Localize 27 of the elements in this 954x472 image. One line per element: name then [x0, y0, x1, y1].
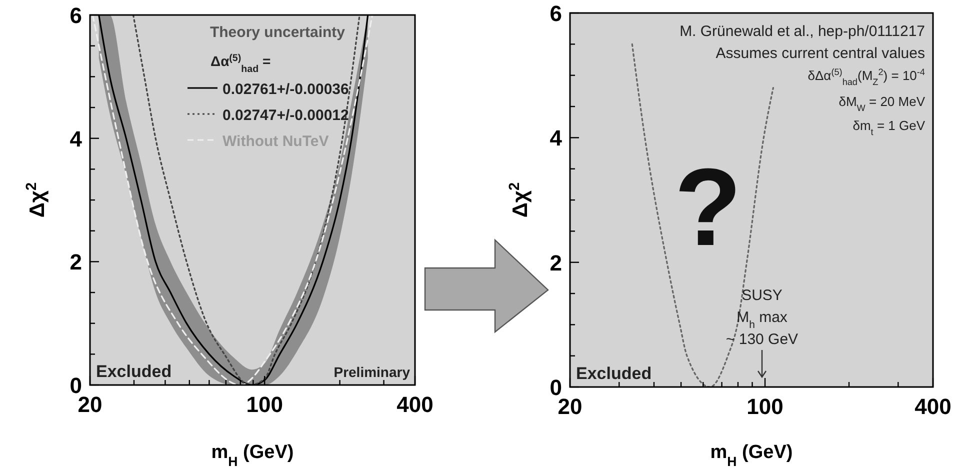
annotation: M. Grünewald et al., hep-ph/0111217 — [680, 23, 925, 40]
annotation: Preliminary — [334, 364, 410, 380]
x-tick-label: 100 — [746, 394, 784, 419]
y-tick-label: 6 — [70, 3, 82, 28]
y-tick-label: 2 — [550, 250, 562, 276]
x-tick-label: 400 — [396, 392, 434, 417]
y-tick-label: 2 — [70, 250, 82, 275]
x-axis-title: m$_{H}$ (GeV) — [211, 442, 294, 468]
y-tick-label: 4 — [550, 126, 563, 151]
annotation: δΔα$^{(5)}$$_{had}$(M$_{Z}$$^{2}$) = 10$^{-4}$ — [808, 67, 925, 87]
legend-label: 0.02761+/-0.00036 — [222, 81, 349, 98]
y-tick-label: 6 — [550, 1, 562, 26]
annotation: Excluded — [96, 362, 172, 381]
y-tick-label: 4 — [70, 126, 83, 152]
annotation: Assumes current central values — [716, 45, 925, 62]
annotation: δm$_{t}$ = 1 GeV — [852, 118, 926, 137]
legend-title: Δα$^{(5)}$$_{had}$ = — [210, 52, 271, 74]
annotation: ? — [674, 146, 742, 269]
x-tick-label: 400 — [914, 394, 952, 419]
legend-label: Without NuTeV — [222, 133, 329, 150]
x-tick-label: 100 — [246, 392, 283, 417]
annotation: Excluded — [576, 364, 652, 383]
x-axis-title: m$_{H}$ (GeV) — [710, 442, 793, 468]
annotation: δM$_{W}$ = 20 MeV — [838, 94, 926, 113]
annotation: Theory uncertainty — [210, 24, 346, 41]
annotation: SUSY M$_{h}$ max ~ 130 GeV — [726, 287, 798, 348]
legend-label: 0.02747+/-0.00012 — [222, 107, 349, 124]
